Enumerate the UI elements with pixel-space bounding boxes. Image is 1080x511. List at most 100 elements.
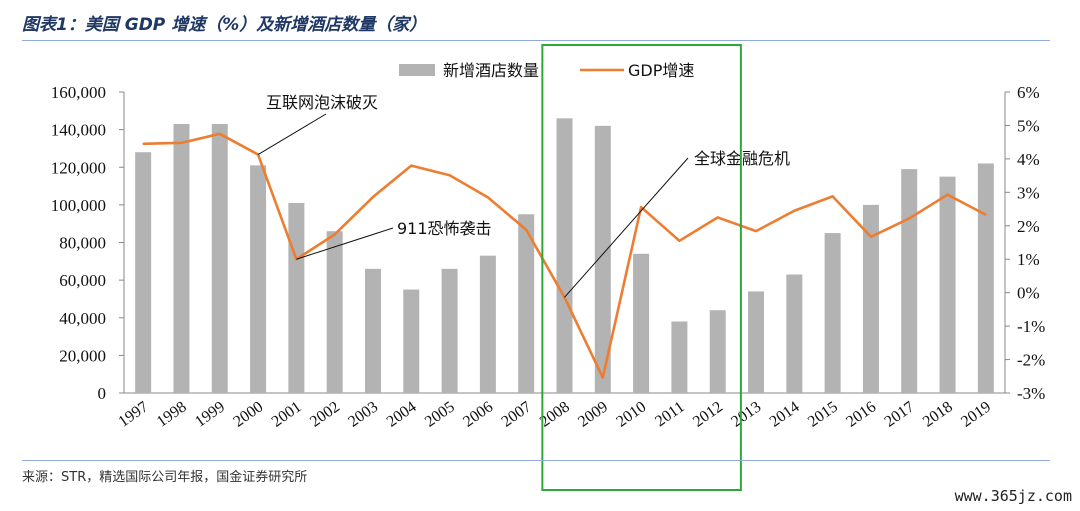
bar — [556, 118, 573, 394]
left-tick-label: 40,000 — [59, 309, 106, 328]
annotation-crisis: 全球金融危机 — [694, 149, 790, 168]
right-tick-label: 0% — [1017, 284, 1040, 303]
gdp-point — [410, 164, 413, 167]
bar — [364, 268, 381, 393]
bar — [403, 289, 420, 393]
x-tick-label: 2005 — [422, 398, 458, 430]
chart-title: 图表1：美国 GDP 增速（%）及新增酒店数量（家） — [22, 15, 427, 35]
right-tick-label: 2% — [1017, 217, 1040, 236]
gdp-point — [678, 240, 681, 242]
x-tick-label: 2000 — [230, 398, 266, 430]
right-tick-label: 4% — [1017, 150, 1040, 169]
x-tick-label: 2001 — [269, 398, 305, 430]
bar — [977, 163, 994, 393]
x-tick-label: 1999 — [192, 398, 228, 430]
right-tick-label: 6% — [1017, 83, 1040, 102]
x-tick-label: 2010 — [613, 398, 649, 430]
x-tick-label: 2012 — [690, 398, 726, 430]
gdp-point — [525, 228, 527, 231]
bar — [748, 291, 765, 393]
gdp-point — [218, 133, 221, 135]
gdp-point — [180, 142, 183, 144]
gdp-point — [716, 216, 719, 219]
x-tick-label: 2017 — [882, 398, 918, 430]
right-tick-label: 3% — [1017, 183, 1040, 202]
x-tick-label: 2006 — [460, 398, 496, 430]
left-axis-ticks: 0 20,000 40,000 60,000 80,000 100,000 120,000 1… — [51, 83, 124, 403]
bar — [824, 233, 841, 393]
bar — [326, 231, 343, 393]
left-tick-label: 160,000 — [51, 83, 106, 102]
gdp-point — [602, 376, 604, 379]
bar — [709, 310, 726, 393]
bar — [518, 214, 535, 393]
x-tick-label: 2015 — [805, 398, 841, 430]
bar — [939, 176, 956, 393]
left-tick-label: 20,000 — [59, 346, 106, 365]
left-tick-label: 60,000 — [59, 271, 106, 290]
gdp-point — [142, 143, 144, 145]
gdp-point — [831, 195, 834, 198]
x-tick-label: 2016 — [843, 398, 879, 430]
x-tick-label: 2004 — [384, 398, 420, 430]
source-note: 来源：STR，精选国际公司年报，国金证券研究所 — [22, 470, 308, 485]
bar — [786, 274, 803, 393]
bar — [671, 321, 688, 393]
bar — [479, 255, 496, 393]
gdp-point — [487, 196, 489, 199]
x-tick-label: 2009 — [575, 398, 611, 430]
bar — [250, 165, 267, 393]
gdp-point — [372, 196, 374, 198]
highlight-box-layer — [541, 44, 742, 491]
x-tick-label: 2013 — [728, 398, 764, 430]
annotation-dotcom-leader — [257, 113, 327, 155]
source-divider — [22, 460, 1050, 461]
title-divider — [22, 40, 1050, 41]
left-tick-label: 100,000 — [51, 196, 106, 215]
bar — [594, 125, 611, 394]
highlight-box — [541, 44, 742, 491]
x-tick-label: 2003 — [345, 398, 381, 430]
right-tick-label: -2% — [1017, 351, 1045, 370]
bar — [211, 123, 228, 393]
legend: 新增酒店数量 GDP增速 — [399, 61, 694, 80]
annotation-911-leader — [296, 227, 394, 260]
x-axis-ticks: 1997 1998 1999 2000 2001 2002 2003 2004 2005 2006… — [115, 398, 994, 430]
x-tick-label: 2014 — [767, 398, 803, 430]
x-tick-label: 2002 — [307, 398, 343, 430]
bar-series — [135, 118, 994, 394]
right-tick-label: -1% — [1017, 317, 1045, 336]
left-tick-label: 80,000 — [59, 234, 106, 253]
gdp-point — [870, 236, 872, 238]
bar — [633, 253, 650, 393]
gdp-point — [640, 206, 642, 208]
bar — [135, 152, 152, 393]
annotations: 互联网泡沫破灭 911恐怖袭击 全球金融危机 — [257, 93, 790, 298]
gdp-point — [755, 230, 757, 232]
gdp-point — [448, 174, 451, 177]
bar — [441, 268, 458, 393]
left-tick-label: 120,000 — [51, 158, 106, 177]
x-tick-label: 1998 — [154, 398, 190, 430]
right-tick-label: -3% — [1017, 384, 1045, 403]
x-tick-label: 2018 — [920, 398, 956, 430]
bar — [288, 202, 305, 393]
right-tick-label: 1% — [1017, 250, 1040, 269]
legend-line-label: GDP增速 — [628, 61, 694, 80]
annotation-crisis-leader — [564, 157, 689, 298]
left-tick-label: 140,000 — [51, 121, 106, 140]
bar — [862, 204, 879, 393]
watermark: www.365jz.com — [954, 487, 1072, 505]
x-tick-label: 2011 — [652, 398, 687, 430]
right-tick-label: 5% — [1017, 116, 1040, 135]
gdp-point — [908, 217, 911, 220]
legend-bar-swatch — [399, 64, 435, 76]
bar — [901, 169, 918, 393]
left-tick-label: 0 — [98, 384, 107, 403]
x-tick-label: 2007 — [499, 398, 535, 430]
right-axis-ticks: -3% -2% -1% 0% 1% 2% 3% 4% 5% 6% — [1005, 83, 1045, 403]
gdp-point — [946, 193, 949, 196]
gdp-point — [793, 209, 796, 212]
annotation-911: 911恐怖袭击 — [397, 219, 492, 238]
